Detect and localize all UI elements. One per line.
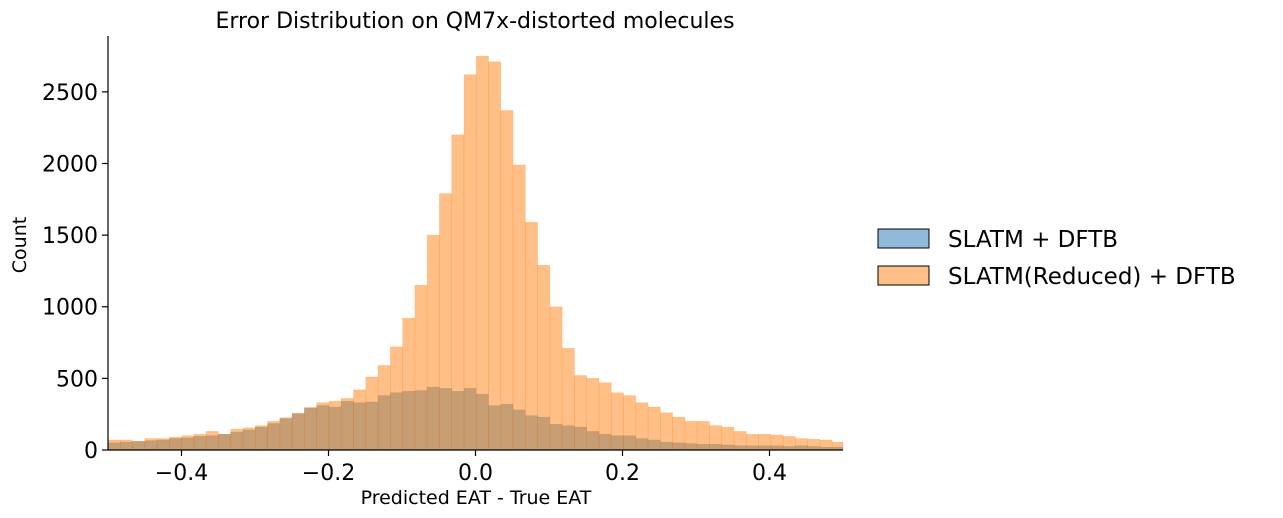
bar-slatm-reduced-dftb-12 [254, 425, 268, 451]
bar-slatm-reduced-dftb-20 [353, 389, 367, 451]
bar-slatm-reduced-dftb-28 [451, 134, 465, 451]
bar-slatm-reduced-dftb-49 [709, 425, 723, 451]
legend-label: SLATM + DFTB [948, 227, 1118, 253]
bar-slatm-reduced-dftb-24 [402, 317, 416, 451]
bar-slatm-reduced-dftb-46 [672, 416, 686, 451]
bar-slatm-reduced-dftb-32 [500, 110, 514, 451]
bar-slatm-reduced-dftb-31 [488, 61, 502, 451]
y-tick-label: 0 [84, 439, 98, 464]
bar-slatm-reduced-dftb-6 [181, 435, 195, 451]
x-tick-label: −0.2 [302, 461, 355, 486]
x-tick-label: 0.2 [605, 461, 640, 486]
bar-slatm-reduced-dftb-0 [107, 439, 121, 451]
bar-slatm-reduced-dftb-16 [304, 407, 317, 451]
bar-slatm-reduced-dftb-10 [230, 428, 244, 451]
bar-slatm-reduced-dftb-40 [598, 382, 612, 451]
bar-slatm-reduced-dftb-55 [782, 436, 796, 451]
bar-slatm-reduced-dftb-4 [156, 438, 170, 451]
bar-slatm-reduced-dftb-25 [414, 284, 428, 451]
legend-swatch [877, 265, 930, 286]
legend-swatch [877, 228, 930, 249]
bar-slatm-reduced-dftb-38 [574, 375, 588, 451]
bar-slatm-reduced-dftb-59 [831, 441, 844, 451]
bar-slatm-reduced-dftb-42 [623, 395, 637, 451]
y-ticks: 0 500 1000 1500 2000 2500 [42, 81, 108, 464]
bar-slatm-reduced-dftb-58 [819, 439, 833, 451]
bar-slatm-reduced-dftb-39 [586, 378, 600, 451]
bar-slatm-reduced-dftb-5 [169, 436, 182, 451]
bar-slatm-reduced-dftb-53 [758, 433, 772, 451]
bar-slatm-reduced-dftb-52 [745, 433, 759, 451]
y-tick-label: 2500 [42, 81, 98, 106]
bar-slatm-reduced-dftb-1 [119, 439, 133, 451]
legend: SLATM + DFTB SLATM(Reduced) + DFTB [877, 227, 1236, 290]
x-tick-label: −0.4 [155, 461, 208, 486]
bar-slatm-reduced-dftb-44 [647, 406, 661, 451]
x-tick-label: 0.0 [458, 461, 493, 486]
bar-slatm-reduced-dftb-34 [525, 221, 538, 451]
bar-slatm-reduced-dftb-29 [463, 74, 477, 451]
bar-slatm-reduced-dftb-8 [205, 431, 219, 451]
x-ticks: −0.4 −0.2 0.0 0.2 0.4 [155, 450, 787, 486]
bar-slatm-reduced-dftb-21 [365, 376, 379, 451]
bar-slatm-reduced-dftb-47 [684, 421, 698, 451]
bar-slatm-reduced-dftb-33 [512, 164, 526, 451]
bar-slatm-reduced-dftb-3 [144, 438, 158, 451]
bar-slatm-reduced-dftb-54 [770, 434, 784, 451]
y-tick-label: 2000 [42, 152, 98, 177]
bar-slatm-reduced-dftb-22 [377, 365, 391, 451]
bar-slatm-reduced-dftb-35 [537, 264, 551, 451]
bar-slatm-reduced-dftb-19 [340, 398, 354, 451]
bar-slatm-reduced-dftb-17 [316, 402, 330, 451]
bar-slatm-reduced-dftb-50 [721, 426, 735, 451]
legend-label: SLATM(Reduced) + DFTB [948, 264, 1236, 290]
series-slatm-reduced-dftb [107, 55, 844, 451]
y-tick-label: 1500 [42, 224, 98, 249]
bar-slatm-reduced-dftb-57 [807, 438, 821, 451]
bar-slatm-reduced-dftb-56 [795, 438, 808, 451]
bar-slatm-reduced-dftb-15 [291, 413, 305, 451]
bar-slatm-reduced-dftb-11 [242, 427, 256, 451]
bar-slatm-reduced-dftb-26 [426, 234, 440, 451]
bar-slatm-reduced-dftb-13 [267, 421, 281, 451]
bar-slatm-reduced-dftb-23 [390, 346, 403, 451]
y-axis-label: Count [9, 217, 31, 273]
bar-slatm-reduced-dftb-43 [635, 402, 649, 451]
bar-slatm-reduced-dftb-36 [549, 306, 563, 451]
x-tick-label: 0.4 [752, 461, 787, 486]
bar-slatm-reduced-dftb-27 [439, 193, 452, 451]
bar-slatm-reduced-dftb-9 [218, 433, 232, 451]
x-axis-label: Predicted EAT - True EAT [361, 487, 592, 509]
y-tick-label: 1000 [42, 296, 98, 321]
bar-slatm-reduced-dftb-51 [733, 431, 747, 451]
bar-slatm-reduced-dftb-7 [193, 433, 207, 451]
bar-slatm-reduced-dftb-2 [132, 441, 146, 451]
bar-slatm-reduced-dftb-30 [475, 55, 489, 451]
y-tick-label: 500 [56, 367, 98, 392]
bar-slatm-reduced-dftb-48 [696, 421, 710, 451]
bar-slatm-reduced-dftb-45 [660, 412, 673, 451]
bar-slatm-reduced-dftb-37 [561, 347, 575, 451]
bar-slatm-reduced-dftb-14 [279, 417, 293, 451]
bar-slatm-reduced-dftb-41 [610, 392, 624, 451]
chart-title: Error Distribution on QM7x-distorted mol… [215, 9, 734, 34]
bar-slatm-reduced-dftb-18 [328, 400, 342, 451]
